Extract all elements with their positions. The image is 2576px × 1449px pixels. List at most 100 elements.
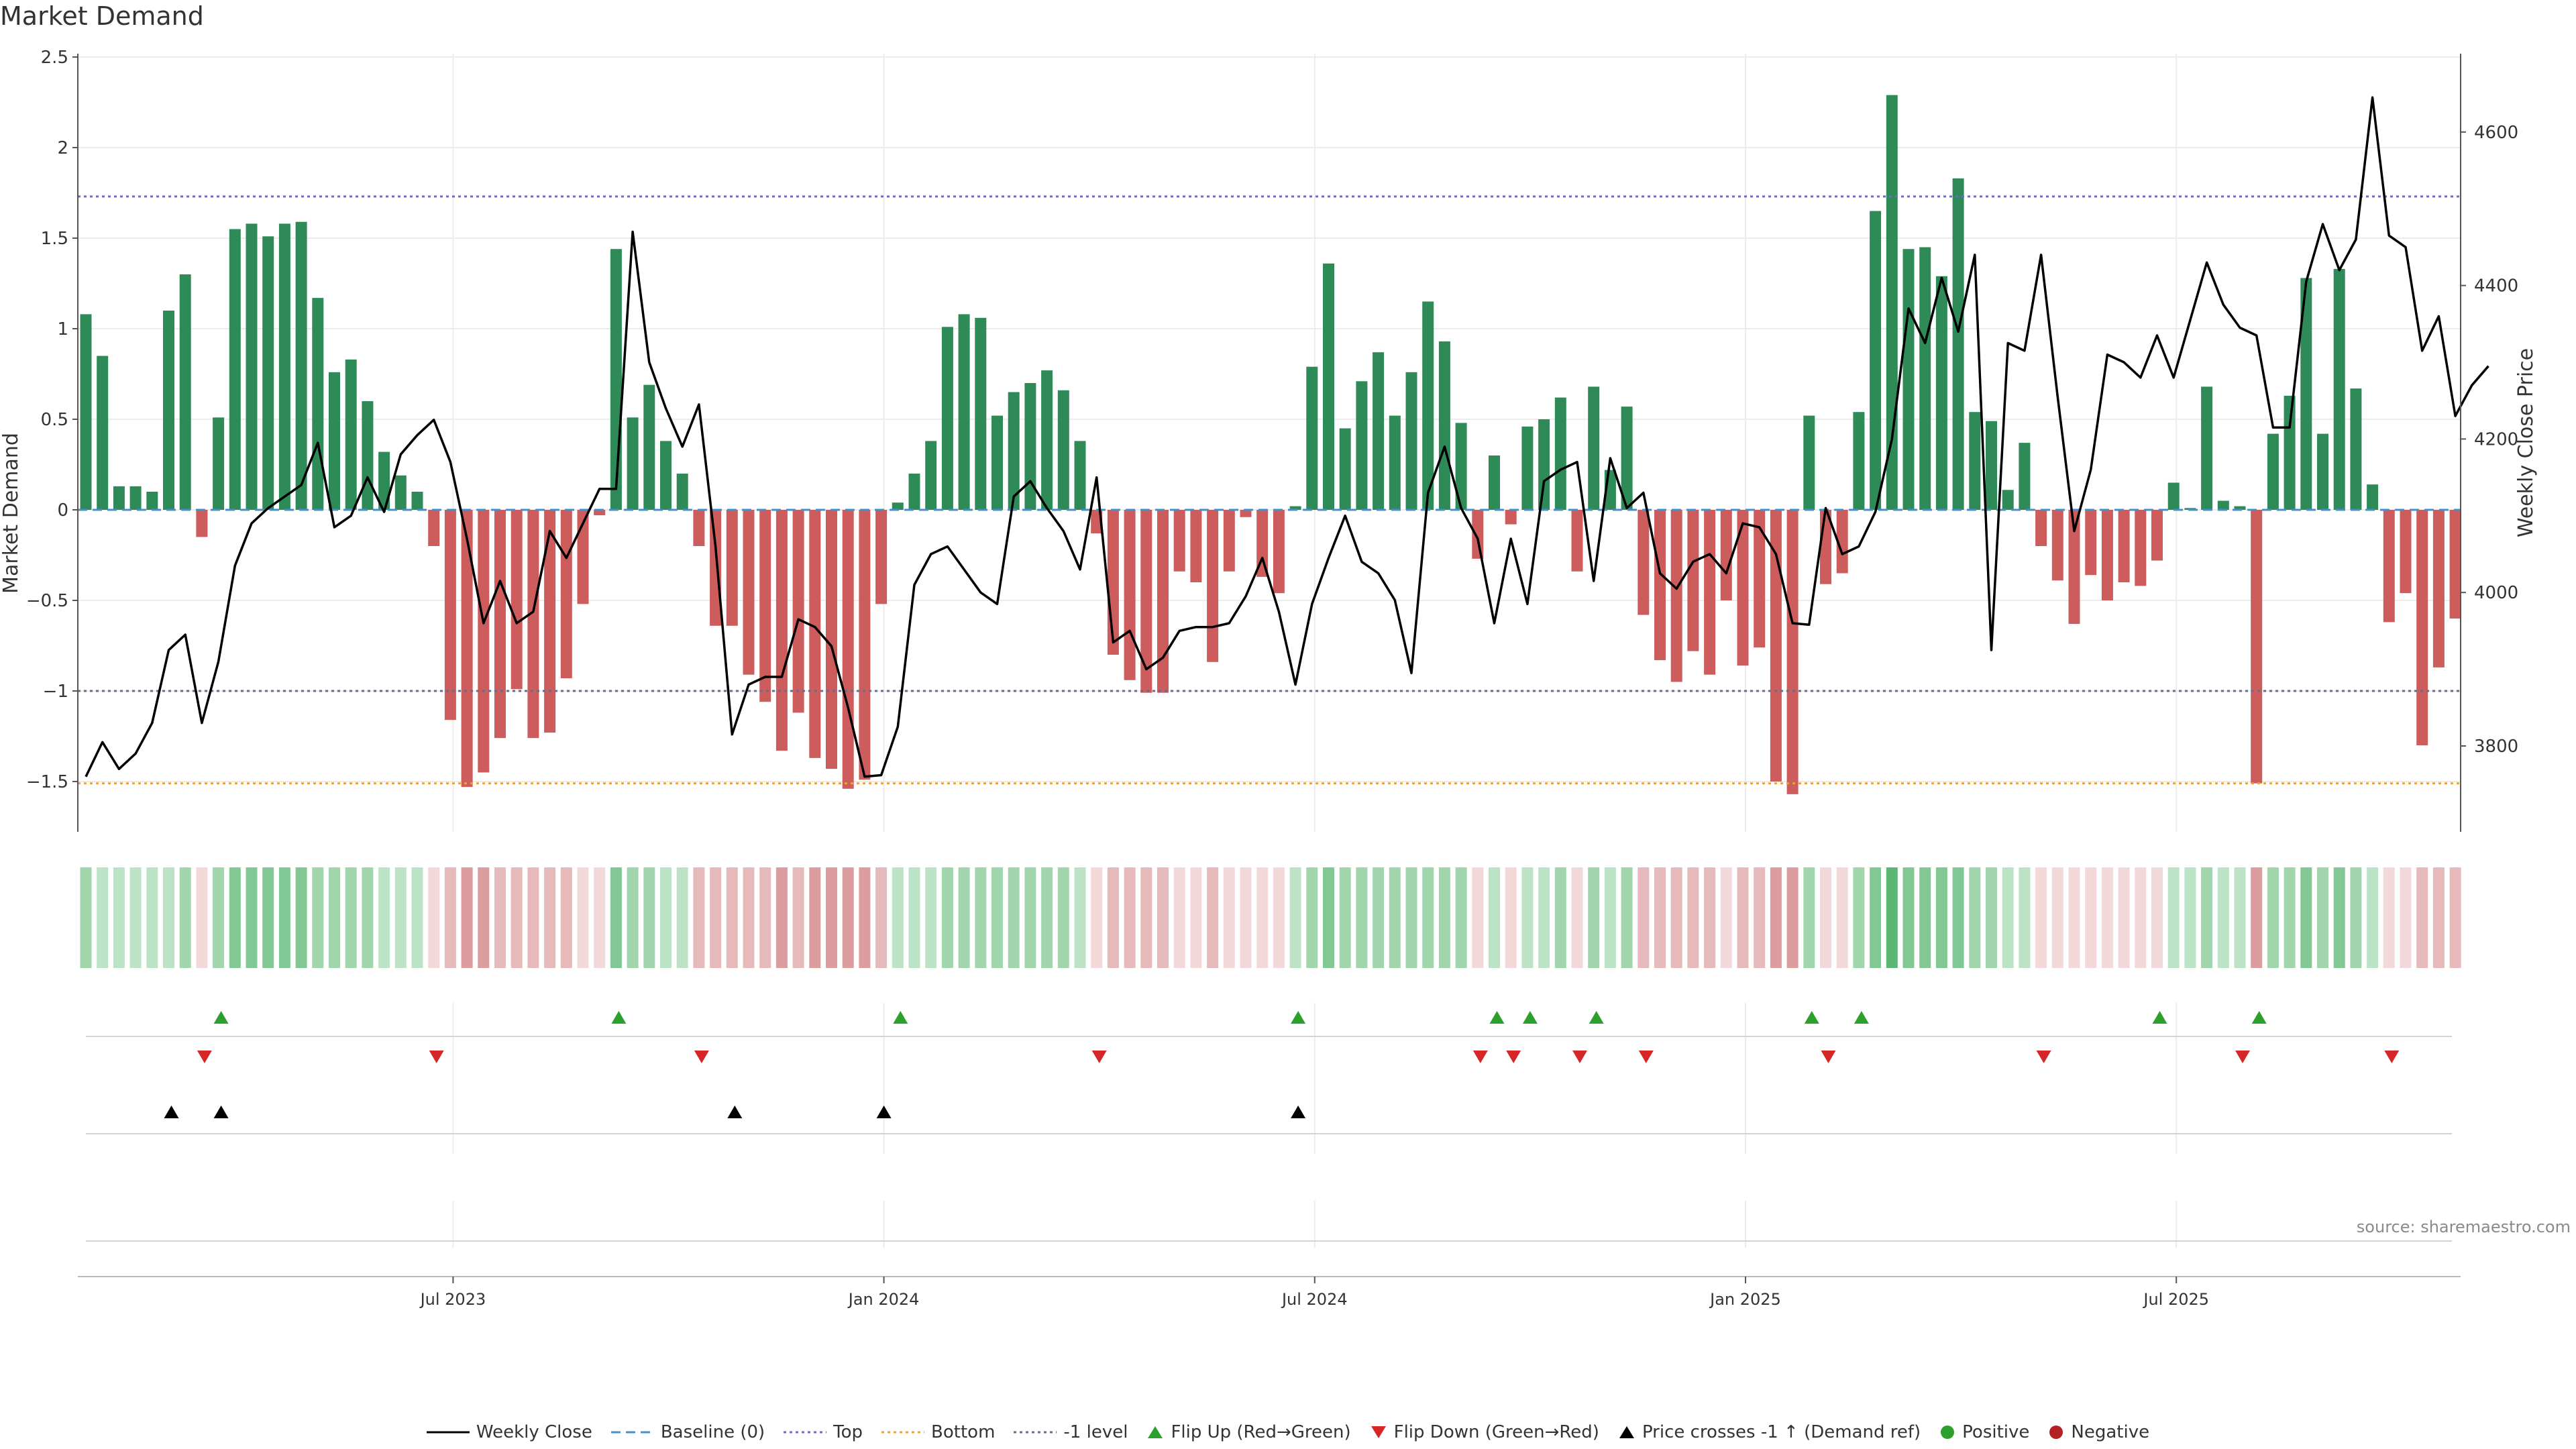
- chart-title: Market Demand: [0, 1, 204, 31]
- heat-strip-cell: [213, 867, 225, 968]
- demand-bar: [743, 510, 755, 675]
- price-cross-marker: [876, 1106, 892, 1118]
- demand-bar: [1902, 249, 1915, 510]
- heat-strip-cell: [1240, 867, 1252, 968]
- heat-strip-cell: [726, 867, 738, 968]
- legend-item-positive: Positive: [1939, 1422, 2029, 1442]
- demand-bar: [1538, 419, 1550, 510]
- heat-strip-cell: [2284, 867, 2296, 968]
- heat-strip-cell: [312, 867, 324, 968]
- red-dot-icon: [2049, 1426, 2063, 1439]
- demand-bar: [726, 510, 738, 626]
- legend-label: Price crosses -1 ↑ (Demand ref): [1642, 1422, 1921, 1442]
- demand-bar: [925, 441, 937, 510]
- demand-bar: [2035, 510, 2047, 546]
- demand-bar: [394, 475, 407, 510]
- heat-strip-cell: [1405, 867, 1417, 968]
- heat-strip-cell: [1521, 867, 1534, 968]
- heat-strip-cell: [2367, 867, 2379, 968]
- y2-tick-label: 4400: [2474, 276, 2518, 297]
- y-tick-label: −1: [43, 682, 68, 702]
- flip-up-marker: [611, 1011, 627, 1024]
- demand-bar: [527, 510, 539, 739]
- y-tick-label: 1.5: [41, 229, 68, 249]
- heat-strip-cell: [908, 867, 920, 968]
- demand-bar: [362, 401, 374, 510]
- legend-label: Flip Up (Red→Green): [1171, 1422, 1351, 1442]
- demand-heat-strip: [80, 867, 2461, 968]
- demand-bar: [2300, 278, 2312, 510]
- demand-bar: [1190, 510, 1202, 582]
- heat-strip-cell: [1256, 867, 1269, 968]
- heat-strip-cell: [975, 867, 987, 968]
- heat-strip-cell: [527, 867, 539, 968]
- heat-strip-cell: [329, 867, 340, 968]
- flip-down-marker: [2235, 1051, 2250, 1063]
- demand-bar: [1405, 372, 1417, 510]
- heat-strip-cell: [1754, 867, 1766, 968]
- heat-strip-cell: [1207, 867, 1219, 968]
- heat-strip-cell: [1770, 867, 1782, 968]
- heat-strip-cell: [2217, 867, 2229, 968]
- heat-strip-cell: [1356, 867, 1368, 968]
- demand-bar: [1240, 510, 1252, 517]
- heat-strip-cell: [1538, 867, 1550, 968]
- heat-strip-cell: [1820, 867, 1831, 968]
- y2-tick-label: 3800: [2474, 737, 2518, 757]
- y-tick-label: 0.5: [41, 410, 68, 430]
- demand-bar: [2151, 510, 2163, 561]
- demand-bar: [2167, 482, 2180, 510]
- heat-strip-cell: [2416, 867, 2428, 968]
- heat-strip-cell: [1638, 867, 1650, 968]
- demand-bar: [262, 236, 274, 510]
- demand-bar: [2002, 490, 2014, 510]
- demand-bar: [2449, 510, 2461, 619]
- heat-strip-cell: [925, 867, 937, 968]
- legend-label: Baseline (0): [660, 1422, 765, 1442]
- heat-strip-cell: [1273, 867, 1285, 968]
- demand-bar: [1256, 510, 1269, 577]
- heat-strip-cell: [660, 867, 672, 968]
- demand-bar: [2400, 510, 2412, 594]
- heat-strip-cell: [2035, 867, 2047, 968]
- demand-bar: [1157, 510, 1169, 693]
- weekly-close-price-line: [85, 96, 2489, 778]
- demand-bar: [1223, 510, 1235, 572]
- demand-bar: [378, 451, 390, 510]
- demand-bar: [643, 384, 655, 510]
- heat-strip-cell: [1339, 867, 1351, 968]
- demand-bar: [179, 274, 191, 510]
- y2-tick-label: 4600: [2474, 123, 2518, 143]
- demand-bar: [80, 314, 92, 510]
- flip-up-marker: [213, 1011, 229, 1024]
- demand-bar: [693, 510, 705, 546]
- heat-strip-cell: [1024, 867, 1036, 968]
- demand-bar: [1207, 510, 1219, 662]
- demand-bar: [1173, 510, 1185, 572]
- legend-item-cross: Price crosses -1 ↑ (Demand ref): [1618, 1422, 1921, 1442]
- demand-bar: [2367, 484, 2379, 510]
- heat-strip-cell: [1853, 867, 1865, 968]
- demand-bar: [1803, 415, 1815, 510]
- demand-bar: [1986, 421, 1997, 510]
- demand-bar: [411, 492, 423, 510]
- legend-item-minus1: -1 level: [1014, 1422, 1128, 1442]
- demand-bar: [1935, 276, 1947, 510]
- demand-bar: [246, 223, 258, 510]
- y2-axis-label: Weekly Close Price: [2514, 348, 2538, 537]
- heat-strip-cell: [229, 867, 241, 968]
- demand-bar: [1654, 510, 1666, 661]
- demand-bar: [444, 510, 456, 720]
- heat-strip-cell: [1786, 867, 1799, 968]
- heat-strip-cell: [2167, 867, 2180, 968]
- demand-bar: [1489, 455, 1500, 510]
- heat-strip-cell: [2118, 867, 2130, 968]
- heat-strip-cell: [394, 867, 407, 968]
- heat-strip-cell: [2383, 867, 2395, 968]
- demand-bar: [146, 492, 158, 510]
- demand-bar: [1008, 392, 1020, 510]
- legend-item-weekly-close: Weekly Close: [426, 1422, 592, 1442]
- demand-bar: [1786, 510, 1799, 794]
- heat-strip-cell: [2449, 867, 2461, 968]
- demand-bar: [278, 223, 290, 510]
